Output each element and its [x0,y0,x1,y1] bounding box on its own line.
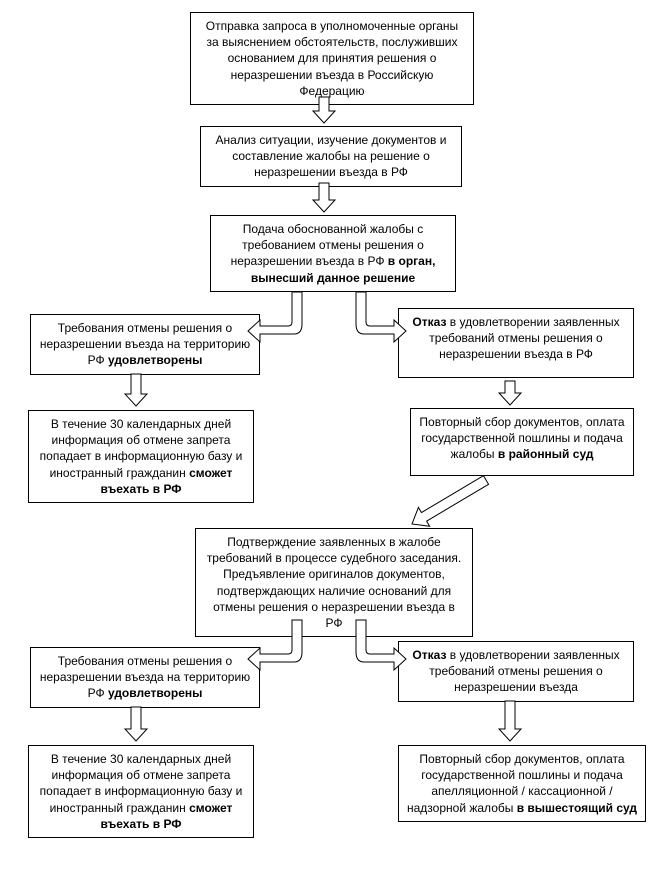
node-text: в удовлетворении заявленных требований о… [429,648,619,694]
arrow-icon [125,374,147,406]
node-text: Подтверждение заявленных в жалобе требов… [207,535,461,630]
node-text: Отказ [412,648,446,662]
arrow-icon [125,707,147,741]
arrow-icon [248,618,306,672]
node-text: удовлетворены [108,353,202,367]
arrow-icon [352,618,410,672]
flowchart-node-n2: Анализ ситуации, изучение документов и с… [200,126,462,187]
flowchart-node-n11: В течение 30 календарных дней информация… [28,745,254,838]
flowchart-node-n12: Повторный сбор документов, оплата госуда… [398,745,646,822]
arrow-icon [313,97,335,123]
arrow-icon [499,381,521,405]
node-text: в удовлетворении заявленных требований о… [429,315,619,361]
node-text: в районный суд [498,447,594,461]
arrow-icon [313,183,335,212]
node-text: Анализ ситуации, изучение документов и с… [216,133,447,179]
flowchart-node-n5: Отказ в удовлетворении заявленных требов… [398,308,634,378]
flowchart-node-n1: Отправка запроса в уполномоченные органы… [190,12,474,105]
arrow-icon [248,290,306,344]
flowchart-node-n8: Подтверждение заявленных в жалобе требов… [195,528,473,637]
node-text: Отказ [412,315,446,329]
node-text: удовлетворены [108,686,202,700]
flowchart-node-n9: Требования отмены решения о неразрешении… [30,647,260,708]
arrow-icon [499,701,521,741]
node-text: Отправка запроса в уполномоченные органы… [206,19,458,98]
flowchart-node-n7: Повторный сбор документов, оплата госуда… [410,408,634,476]
arrow-icon [400,468,498,536]
flowchart-node-n4: Требования отмены решения о неразрешении… [30,314,260,375]
flowchart-node-n3: Подача обоснованной жалобы с требованием… [210,215,456,292]
flowchart-node-n10: Отказ в удовлетворении заявленных требов… [398,641,634,702]
arrow-icon [352,290,410,344]
node-text: в вышестоящий суд [517,801,637,815]
flowchart-node-n6: В течение 30 календарных дней информация… [28,410,254,503]
